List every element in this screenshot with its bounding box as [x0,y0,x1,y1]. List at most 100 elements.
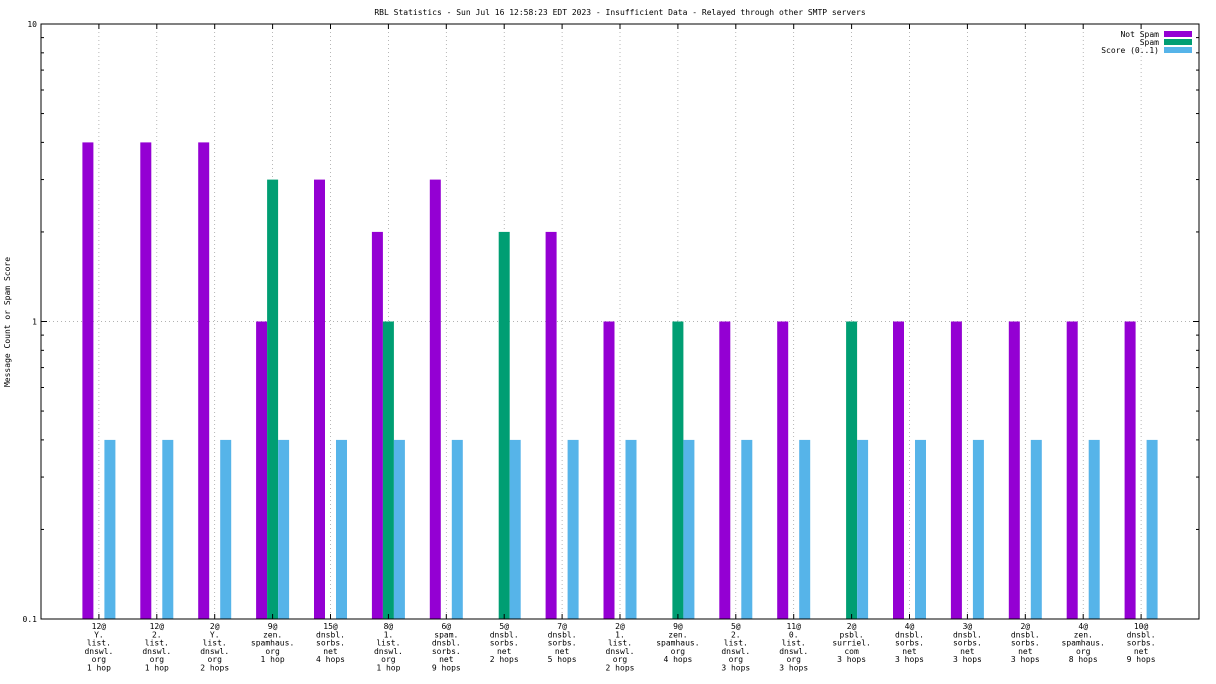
x-tick-label-line: list. [724,639,748,648]
x-tick-label-line: dnsbl. [1011,630,1040,639]
x-tick-label-line: dnsbl. [895,630,924,639]
legend-swatch [1164,31,1192,37]
x-tick-label-line: 2 hops [490,655,519,664]
bar-score-0-1 [567,439,579,619]
legend-label: Spam [1140,38,1159,47]
bar-score-0-1 [451,439,463,619]
bar-not-spam [1066,321,1078,619]
x-tick-label: 7@ dnsbl. sorbs. net 5 hops [548,622,577,664]
x-tick-label-line: 12@ [92,622,107,631]
bar-not-spam [777,321,789,619]
bar-score-0-1 [1146,439,1158,619]
bar-score-0-1 [972,439,984,619]
bar-score-0-1 [278,439,290,619]
x-tick-label-line: dnswl. [374,647,403,656]
x-tick-label-line: 1 hop [261,655,285,664]
x-tick-label: 11@ 0. list. dnswl. org 3 hops [779,622,808,673]
x-tick-label-line: org [381,655,396,664]
bar-score-0-1 [799,439,811,619]
x-tick-label: 4@ zen. spamhaus. org 8 hops [1062,622,1105,664]
bar-not-spam [893,321,904,619]
x-tick-label-line: Y. [94,630,104,639]
x-tick-label-line: sorbs. [895,639,924,648]
bar-spam [498,231,510,619]
x-tick-label-line: zen. [1074,630,1093,639]
x-tick-label-line: 2@ [847,622,857,631]
x-tick-label-line: 7@ [557,622,567,631]
x-tick-label-line: sorbs. [490,639,519,648]
bars-layer [82,142,1158,619]
x-tick-label-line: 4@ [1078,622,1088,631]
x-tick-label-line: 2@ [1020,622,1030,631]
x-tick-label-line: list. [203,639,227,648]
x-tick-label-line: dnswl. [606,647,635,656]
x-tick-label-line: dnswl. [84,647,113,656]
x-tick-label-line: 0. [789,630,799,639]
x-tick-label: 6@ spam. dnsbl. sorbs. net 9 hops [432,622,461,673]
x-tick-label-line: 10@ [1134,622,1149,631]
x-tick-label-line: spamhaus. [251,639,294,648]
bar-not-spam [1124,321,1136,619]
x-tick-label-line: net [439,655,454,664]
x-tick-label-line: list. [145,639,169,648]
x-tick-label-line: 4@ [905,622,915,631]
x-tick-label-line: net [1018,647,1033,656]
x-tick-label-line: sorbs. [1011,639,1040,648]
grid-layer [41,24,1199,619]
x-tick-label-line: net [555,647,570,656]
x-tick-label-line: dnsbl. [432,639,461,648]
x-tick-label-line: org [729,655,744,664]
x-tick-label-line: com [844,647,859,656]
bar-spam [846,321,858,619]
x-tick-label: 5@ dnsbl. sorbs. net 2 hops [490,622,519,664]
x-tick-label-line: spam. [434,630,458,639]
bar-not-spam [198,142,210,619]
bar-score-0-1 [104,439,116,619]
bar-not-spam [1008,321,1020,619]
x-tick-label: 2@ dnsbl. sorbs. net 3 hops [1011,622,1040,664]
x-tick-label-line: 6@ [441,622,451,631]
x-tick-label: 2@ psbl. surriel. com 3 hops [832,622,871,664]
x-tick-label-line: dnswl. [721,647,750,656]
x-tick-label-line: net [902,647,917,656]
y-axis-label: Message Count or Spam Score [3,257,12,387]
x-tick-label-line: dnsbl. [548,630,577,639]
x-tick-label-line: org [150,655,165,664]
x-tick-label-line: list. [376,639,400,648]
x-tick-label-line: 5@ [499,622,509,631]
bar-not-spam [603,321,615,619]
x-tick-label: 12@ 2. list. dnswl. org 1 hop [142,622,171,673]
x-tick-label-line: 3 hops [837,655,866,664]
x-tick-label-line: org [1076,647,1091,656]
x-tick-label-line: 8 hops [1069,655,1098,664]
x-tick-label-line: 2. [731,630,741,639]
x-tick-label: 9@ zen. spamhaus. org 1 hop [251,622,294,664]
x-tick-label: 10@ dnsbl. sorbs. net 9 hops [1127,622,1156,664]
y-tick-label: 0.1 [23,615,38,624]
x-tick-label-line: 3 hops [779,664,808,673]
x-tick-label: 2@ Y. list. dnswl. org 2 hops [200,622,229,673]
x-tick-label-line: dnsbl. [316,630,345,639]
x-tick-label-line: 1 hop [87,664,111,673]
x-tick-label-line: dnsbl. [953,630,982,639]
bar-spam [267,179,279,619]
x-tick-label-line: 3 hops [1011,655,1040,664]
bar-score-0-1 [162,439,174,619]
x-tick-label: 5@ 2. list. dnswl. org 3 hops [721,622,750,673]
x-tick-label-line: list. [87,639,111,648]
x-tick-label-line: sorbs. [432,647,461,656]
bar-not-spam [371,231,383,619]
legend-label: Not Spam [1120,30,1159,39]
x-tick-label-line: psbl. [840,630,864,639]
x-tick-label-line: org [671,647,686,656]
bar-score-0-1 [1088,439,1100,619]
x-tick-label-line: dnswl. [779,647,808,656]
bar-not-spam [545,231,557,619]
x-tick-label-line: 3 hops [721,664,750,673]
x-tick-label-line: 1. [384,630,394,639]
x-tick-label-line: 2 hops [200,664,229,673]
bar-score-0-1 [857,439,869,619]
x-tick-label: 4@ dnsbl. sorbs. net 3 hops [895,622,924,664]
x-tick-label: 15@ dnsbl. sorbs. net 4 hops [316,622,345,664]
x-tick-label-line: spamhaus. [1062,639,1105,648]
